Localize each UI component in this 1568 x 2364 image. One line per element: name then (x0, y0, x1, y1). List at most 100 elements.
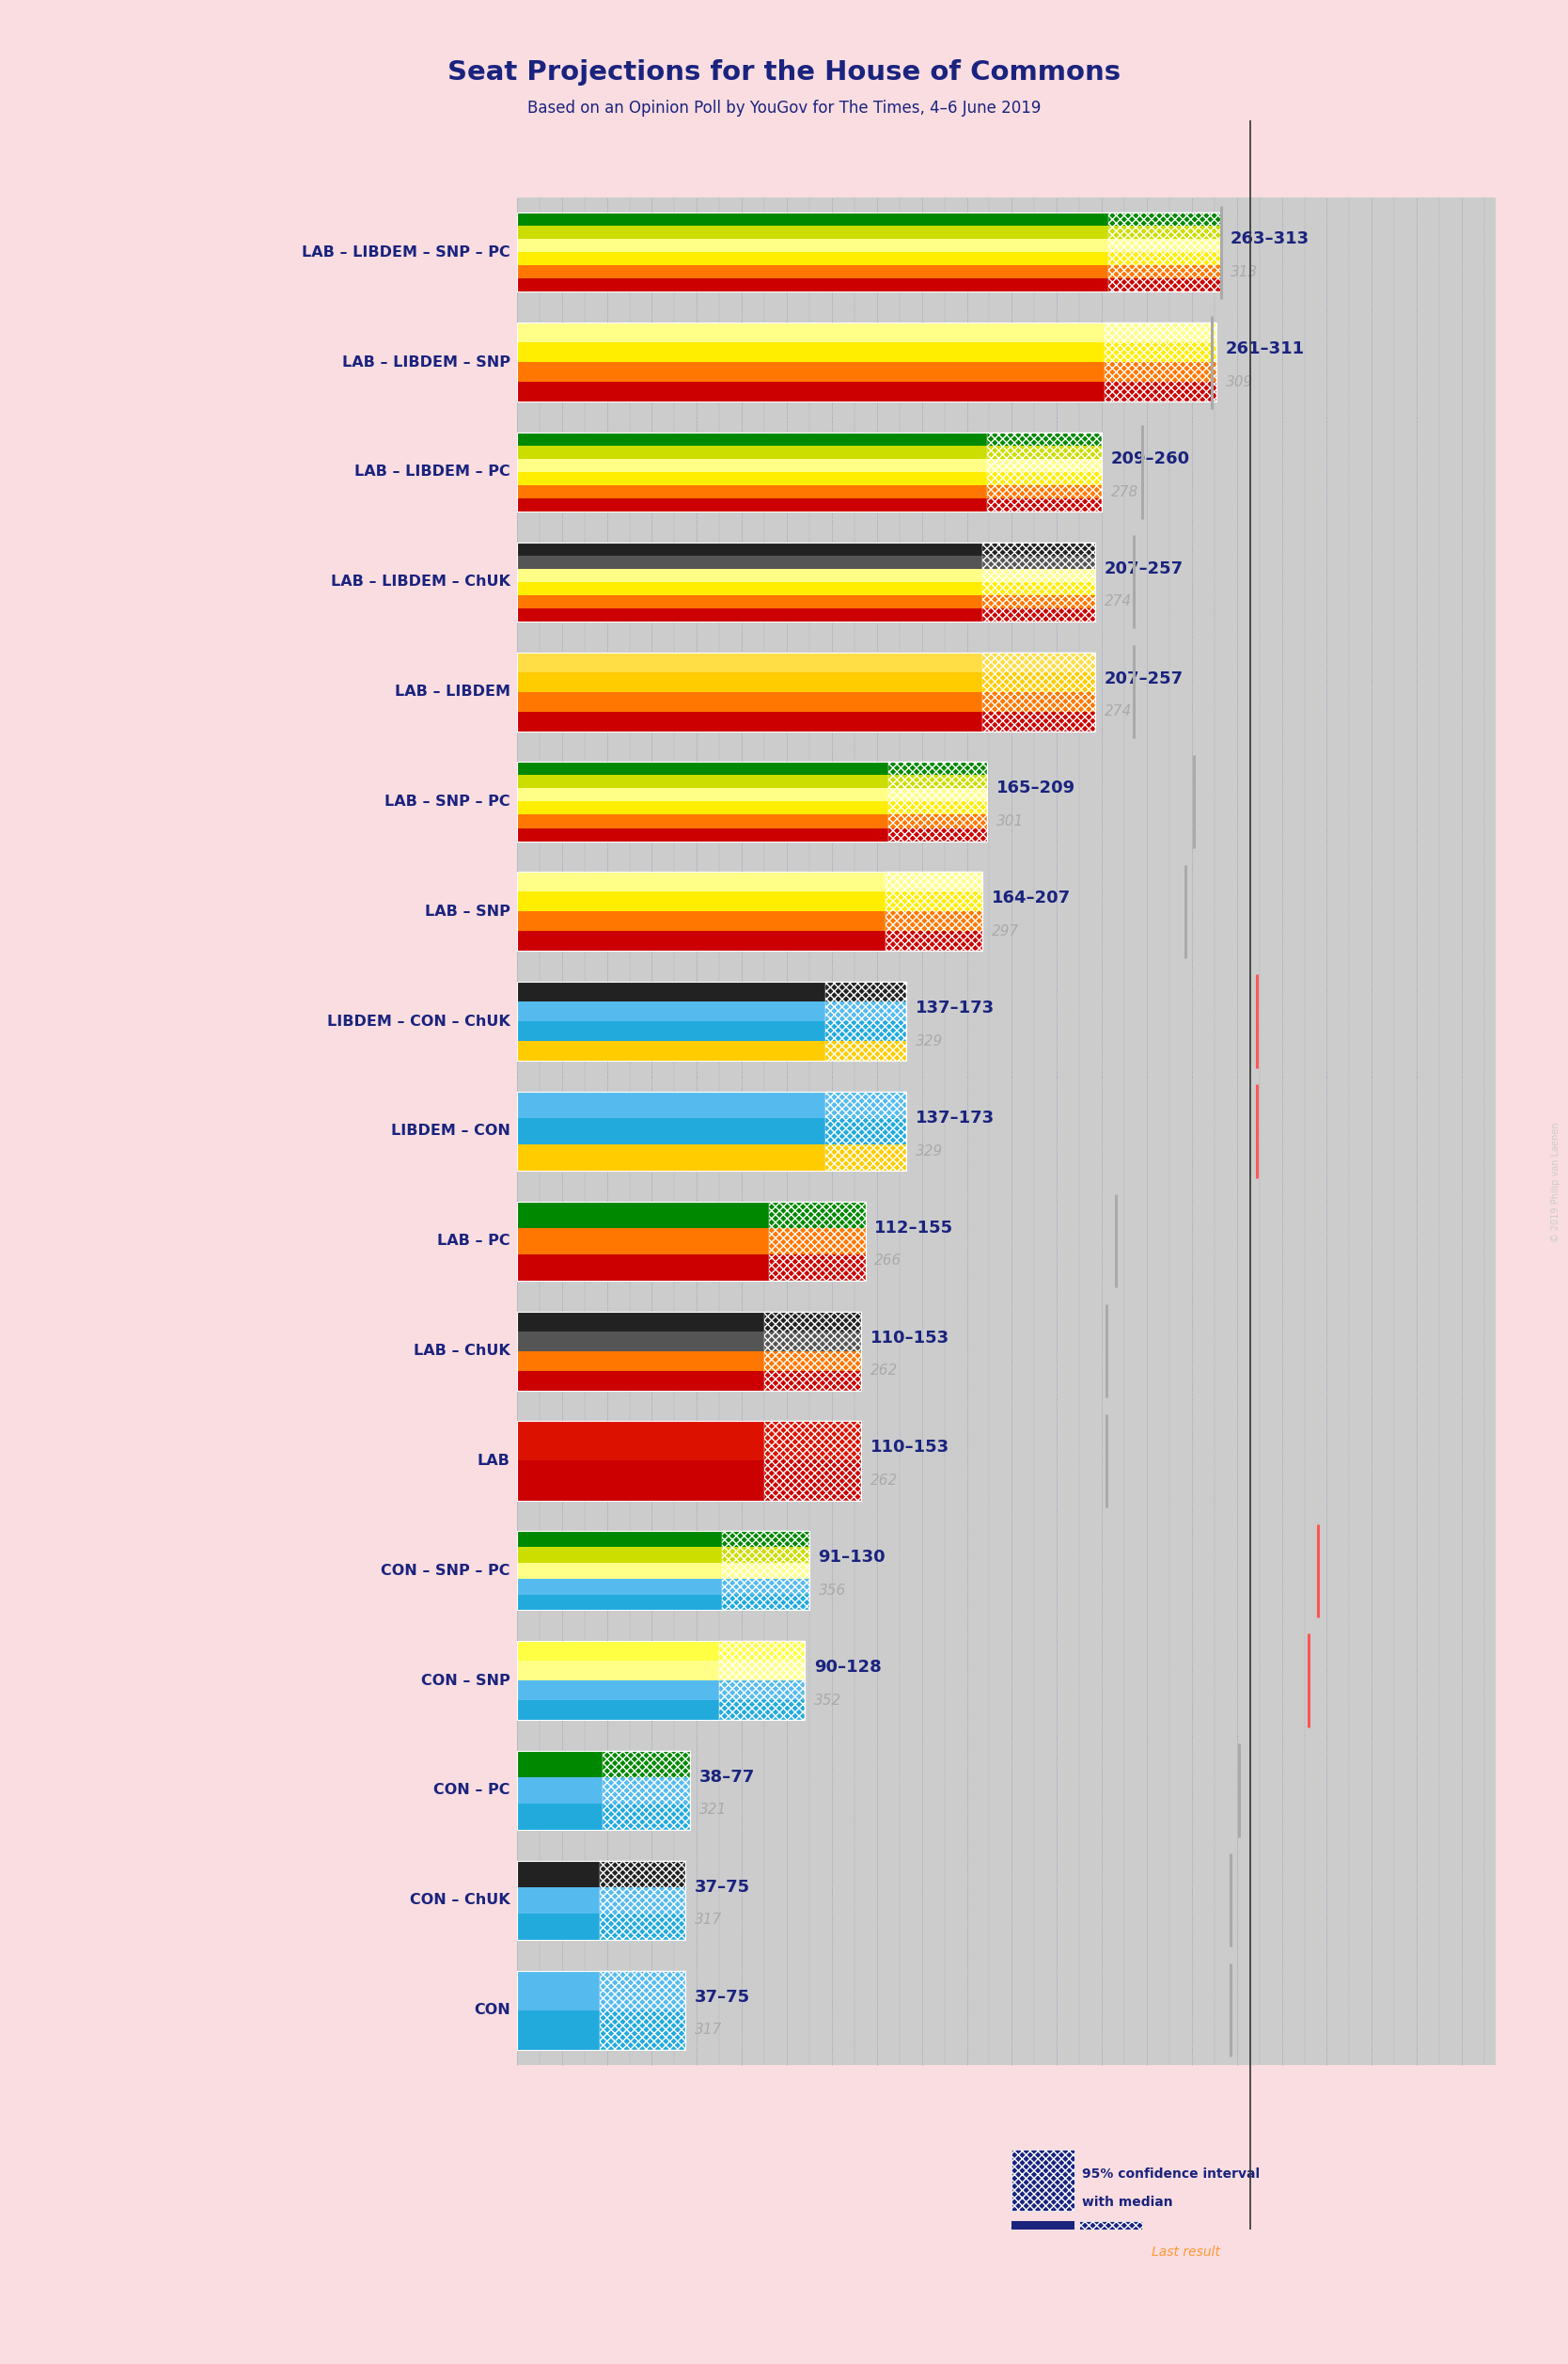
Bar (517, 1532, 721, 1546)
Bar (988, 473, 1102, 485)
Bar (517, 1662, 720, 1681)
Bar (887, 827, 988, 842)
Bar (517, 1752, 602, 1778)
Bar (517, 307, 1496, 416)
Bar (886, 931, 983, 950)
Bar (517, 1641, 804, 1721)
Bar (988, 433, 1102, 511)
Text: 274: 274 (1104, 596, 1132, 608)
Text: 165–209: 165–209 (996, 780, 1076, 797)
Bar (517, 527, 1496, 636)
Bar (1109, 213, 1221, 227)
Bar (1109, 265, 1221, 279)
Text: 261–311: 261–311 (1226, 340, 1305, 357)
Bar (517, 1955, 1496, 2066)
Bar (517, 1593, 721, 1610)
Bar (517, 1886, 601, 1912)
Text: 329: 329 (916, 1033, 942, 1047)
Bar (887, 775, 988, 790)
Bar (517, 1752, 690, 1830)
Bar (517, 856, 1496, 967)
Bar (517, 1681, 720, 1700)
Text: 110–153: 110–153 (870, 1440, 949, 1456)
Bar (601, 1860, 685, 1886)
Bar (721, 1546, 809, 1563)
Text: LIBDEM – CON: LIBDEM – CON (390, 1125, 510, 1137)
Text: 262: 262 (870, 1364, 897, 1378)
Bar (517, 1331, 764, 1350)
Bar (764, 1421, 861, 1461)
Text: with median: with median (1082, 2196, 1173, 2208)
Text: 266: 266 (875, 1253, 902, 1267)
Bar (1109, 213, 1221, 291)
Text: 112–155: 112–155 (875, 1220, 953, 1236)
Bar (1104, 343, 1217, 362)
Bar (517, 1846, 1496, 1955)
Bar (517, 801, 887, 816)
Bar (768, 1255, 866, 1281)
Bar (887, 761, 988, 775)
Bar (517, 1421, 861, 1501)
Bar (517, 1461, 764, 1501)
Text: 313: 313 (1231, 265, 1258, 279)
Bar (517, 322, 1104, 343)
Text: Based on an Opinion Poll by YouGov for The Times, 4–6 June 2019: Based on an Opinion Poll by YouGov for T… (527, 99, 1041, 116)
Bar (720, 1662, 804, 1681)
Bar (517, 1860, 601, 1886)
Bar (1109, 239, 1221, 253)
Bar (1109, 253, 1221, 265)
Bar (825, 981, 906, 1002)
Bar (1104, 362, 1217, 383)
Bar (517, 1804, 602, 1830)
Text: 317: 317 (695, 2024, 723, 2038)
Text: 137–173: 137–173 (916, 1000, 994, 1017)
Bar (602, 1778, 690, 1804)
Bar (517, 1040, 825, 1061)
Bar (768, 1201, 866, 1227)
Bar (887, 761, 988, 842)
Bar (517, 671, 983, 693)
Bar (983, 608, 1094, 622)
Text: LAB: LAB (477, 1454, 510, 1468)
Bar (517, 1118, 825, 1144)
Bar (721, 1532, 809, 1610)
Bar (983, 693, 1094, 712)
Bar (517, 1144, 825, 1170)
Text: 37–75: 37–75 (695, 1879, 750, 1896)
Bar (517, 596, 983, 608)
Bar (764, 1371, 861, 1390)
Bar (517, 1201, 768, 1227)
Bar (764, 1331, 861, 1350)
Bar (825, 1092, 906, 1118)
Bar (825, 1144, 906, 1170)
Bar (517, 1255, 768, 1281)
Text: CON: CON (474, 2002, 510, 2016)
Bar (721, 1563, 809, 1579)
Bar (983, 712, 1094, 730)
Text: LAB – SNP: LAB – SNP (425, 905, 510, 920)
Bar (517, 1076, 1496, 1187)
Bar (517, 981, 825, 1002)
Bar (1079, 2222, 1143, 2284)
Bar (764, 1312, 861, 1331)
Bar (983, 596, 1094, 608)
Bar (764, 1312, 861, 1390)
Text: LAB – ChUK: LAB – ChUK (414, 1343, 510, 1357)
Bar (601, 1972, 685, 2050)
Bar (517, 196, 1496, 307)
Bar (517, 1515, 1496, 1626)
Text: 329: 329 (916, 1144, 942, 1158)
Bar (825, 1118, 906, 1144)
Bar (720, 1641, 804, 1721)
Bar (825, 1040, 906, 1061)
Bar (517, 1421, 764, 1461)
Bar (517, 279, 1109, 291)
Bar (517, 1350, 764, 1371)
Bar (886, 913, 983, 931)
Bar (517, 747, 1496, 856)
Bar (517, 1002, 825, 1021)
Bar (1104, 383, 1217, 402)
Bar (887, 790, 988, 801)
Text: 95% confidence interval: 95% confidence interval (1082, 2168, 1259, 2180)
Bar (601, 1912, 685, 1941)
